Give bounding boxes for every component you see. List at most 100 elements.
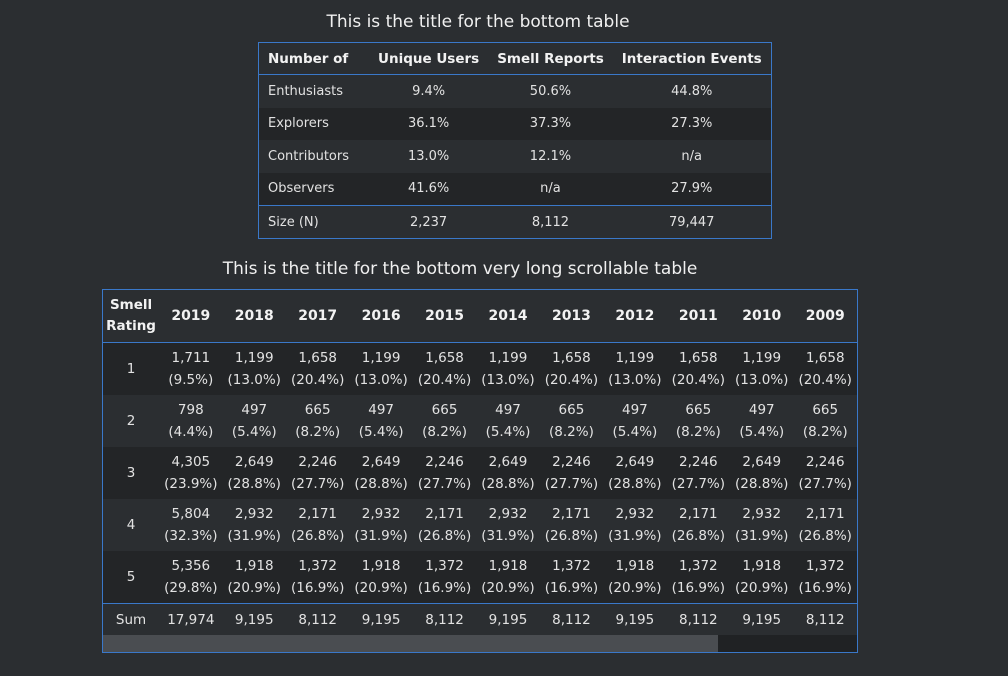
header-smell-reports: Smell Reports [488,43,613,75]
cell-percent: (16.9%) [544,580,599,596]
cell-percent: (26.8%) [290,528,345,544]
cell-count: 1,918 [488,558,528,574]
cell: n/a [612,140,771,173]
cell-count: 1,372 [425,558,464,574]
cell-percent: (32.3%) [164,528,218,544]
cell-count: 2,649 [361,454,401,470]
table-row: 5 5,356 (29.8%) 1,918 (20.9%) 1,372 (16.9%) 1,9… [103,551,857,604]
cell-count: 1,658 [678,350,718,366]
cell-percent: (8.2%) [422,424,467,440]
cell-percent: (8.2%) [295,424,341,440]
cell-count: 5,804 [171,506,211,522]
cell-percent: (9.5%) [168,372,214,388]
cell: 2,171 (26.8%) [412,499,477,551]
top-table-title: This is the title for the bottom table [326,12,630,32]
top-table-header-row: Number of Unique Users Smell Reports Int… [259,43,771,75]
scrollable-table-container[interactable]: Smell Rating 2019 2018 2017 2016 2015 2014 2013… [102,289,858,653]
cell-percent: (8.2%) [675,424,721,440]
cell: n/a [488,172,613,206]
sum-cell: 9,195 [603,603,667,635]
cell-count: 1,199 [361,350,401,366]
cell-percent: (31.9%) [735,528,789,544]
cell: 8,112 [488,205,613,238]
cell: 1,711 (9.5%) [159,342,223,395]
cell-count: 2,171 [425,506,464,522]
cell: 2,649 (28.8%) [476,447,540,499]
cell: 1,918 (20.9%) [222,551,286,604]
cell: 1,372 (16.9%) [412,551,477,604]
cell: 36.1% [369,107,489,140]
cell: 37.3% [488,107,613,140]
sum-cell: 17,974 [159,603,223,635]
cell-count: 2,171 [678,506,718,522]
cell-count: 2,649 [742,454,782,470]
cell-count: 497 [495,402,521,418]
row-label: Size (N) [259,205,369,238]
cell-count: 1,372 [805,558,845,574]
top-table-container: Number of Unique Users Smell Reports Int… [258,42,772,239]
header-year: 2011 [666,290,731,343]
cell-count: 1,918 [234,558,274,574]
header-interaction-events: Interaction Events [612,43,771,75]
cell-percent: (8.2%) [549,424,594,440]
scrollbar-thumb[interactable] [103,635,718,652]
header-year: 2019 [159,290,223,343]
cell-percent: (20.4%) [798,372,852,388]
horizontal-scrollbar[interactable] [103,635,857,652]
cell: 665 (8.2%) [285,395,350,447]
cell: 2,171 (26.8%) [666,499,731,551]
size-row: Size (N) 2,237 8,112 79,447 [259,205,771,238]
cell-percent: (26.8%) [671,528,726,544]
cell-count: 1,372 [678,558,718,574]
cell-percent: (31.9%) [481,528,535,544]
row-label: 2 [103,395,160,447]
cell-count: 665 [812,402,839,418]
cell-percent: (13.0%) [354,372,408,388]
cell: 2,237 [369,205,489,238]
cell: 497 (5.4%) [349,395,413,447]
cell-count: 1,199 [742,350,782,366]
cell-percent: (28.8%) [481,476,535,492]
row-label: Sum [103,603,160,635]
sum-cell: 8,112 [412,603,477,635]
cell: 2,171 (26.8%) [793,499,857,551]
sum-cell: 8,112 [285,603,350,635]
cell: 497 (5.4%) [476,395,540,447]
sum-cell: 8,112 [666,603,731,635]
table-row: 1 1,711 (9.5%) 1,199 (13.0%) 1,658 (20.4%) 1,19… [103,342,857,395]
cell-percent: (27.7%) [544,476,599,492]
cell: 2,932 (31.9%) [730,499,794,551]
cell-percent: (13.0%) [735,372,789,388]
cell-count: 665 [558,402,585,418]
cell: 27.3% [612,107,771,140]
cell: 2,246 (27.7%) [539,447,604,499]
cell: 1,658 (20.4%) [539,342,604,395]
sum-cell: 9,195 [222,603,286,635]
sum-cell: 8,112 [539,603,604,635]
cell: 27.9% [612,172,771,206]
cell-count: 1,658 [805,350,845,366]
sum-cell: 8,112 [793,603,857,635]
header-year: 2018 [222,290,286,343]
cell-count: 665 [304,402,331,418]
cell: 1,918 (20.9%) [730,551,794,604]
cell-percent: (16.9%) [290,580,345,596]
cell-count: 1,658 [552,350,591,366]
cell-percent: (20.4%) [290,372,345,388]
cell-count: 2,932 [361,506,401,522]
bottom-table-header-row: Smell Rating 2019 2018 2017 2016 2015 2014 2013… [103,290,857,343]
cell: 2,649 (28.8%) [349,447,413,499]
row-label: 4 [103,499,160,551]
row-label: 3 [103,447,160,499]
cell: 1,918 (20.9%) [603,551,667,604]
cell-count: 1,918 [361,558,401,574]
cell: 2,246 (27.7%) [285,447,350,499]
top-table: Number of Unique Users Smell Reports Int… [259,43,771,238]
cell: 2,649 (28.8%) [222,447,286,499]
sum-row: Sum 17,974 9,195 8,112 9,195 8,112 9,195 8,112 9… [103,603,857,635]
cell-count: 2,246 [678,454,718,470]
cell: 41.6% [369,172,489,206]
cell-percent: (27.7%) [798,476,852,492]
sum-cell: 9,195 [476,603,540,635]
header-year: 2013 [539,290,604,343]
